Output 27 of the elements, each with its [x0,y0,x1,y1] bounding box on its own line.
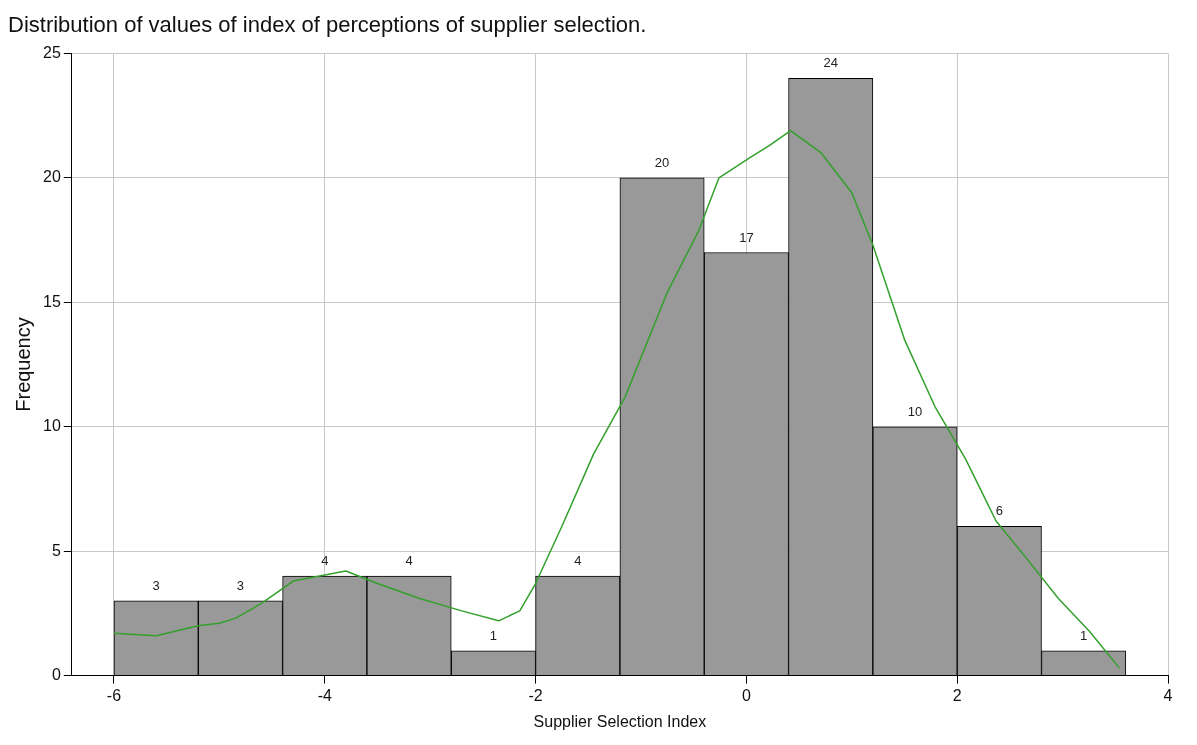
x-tick-label: -6 [106,686,122,704]
y-tick-label: 25 [43,43,61,61]
data-label: 17 [739,229,754,245]
x-axis-title: Supplier Selection Index [533,712,707,730]
data-label: 20 [654,154,670,170]
data-label: 3 [236,578,245,594]
x-tick-label: 2 [952,686,962,704]
y-axis-title: Frequency [11,317,34,412]
y-tick-label: 15 [43,292,61,310]
data-label: 4 [405,553,413,569]
data-label: 10 [907,403,923,419]
y-tick-label: 20 [43,168,61,186]
data-label: 4 [574,553,582,569]
y-tick-label: 5 [51,541,61,559]
x-tick-label: 0 [741,686,751,704]
x-tick-label: -4 [317,686,332,704]
data-label: 4 [321,553,329,569]
y-tick-label: 0 [51,666,61,684]
data-label: 24 [823,55,838,71]
data-label: 1 [489,627,498,643]
x-tick-label: 4 [1163,686,1173,704]
data-label: 3 [152,578,160,594]
y-tick-label: 10 [43,417,61,435]
x-tick-label: -2 [528,686,543,704]
data-label: 1 [1080,627,1088,643]
data-label: 6 [995,503,1003,519]
chart-title: Distribution of values of index of perceptions of supplier selection. [8,12,647,38]
